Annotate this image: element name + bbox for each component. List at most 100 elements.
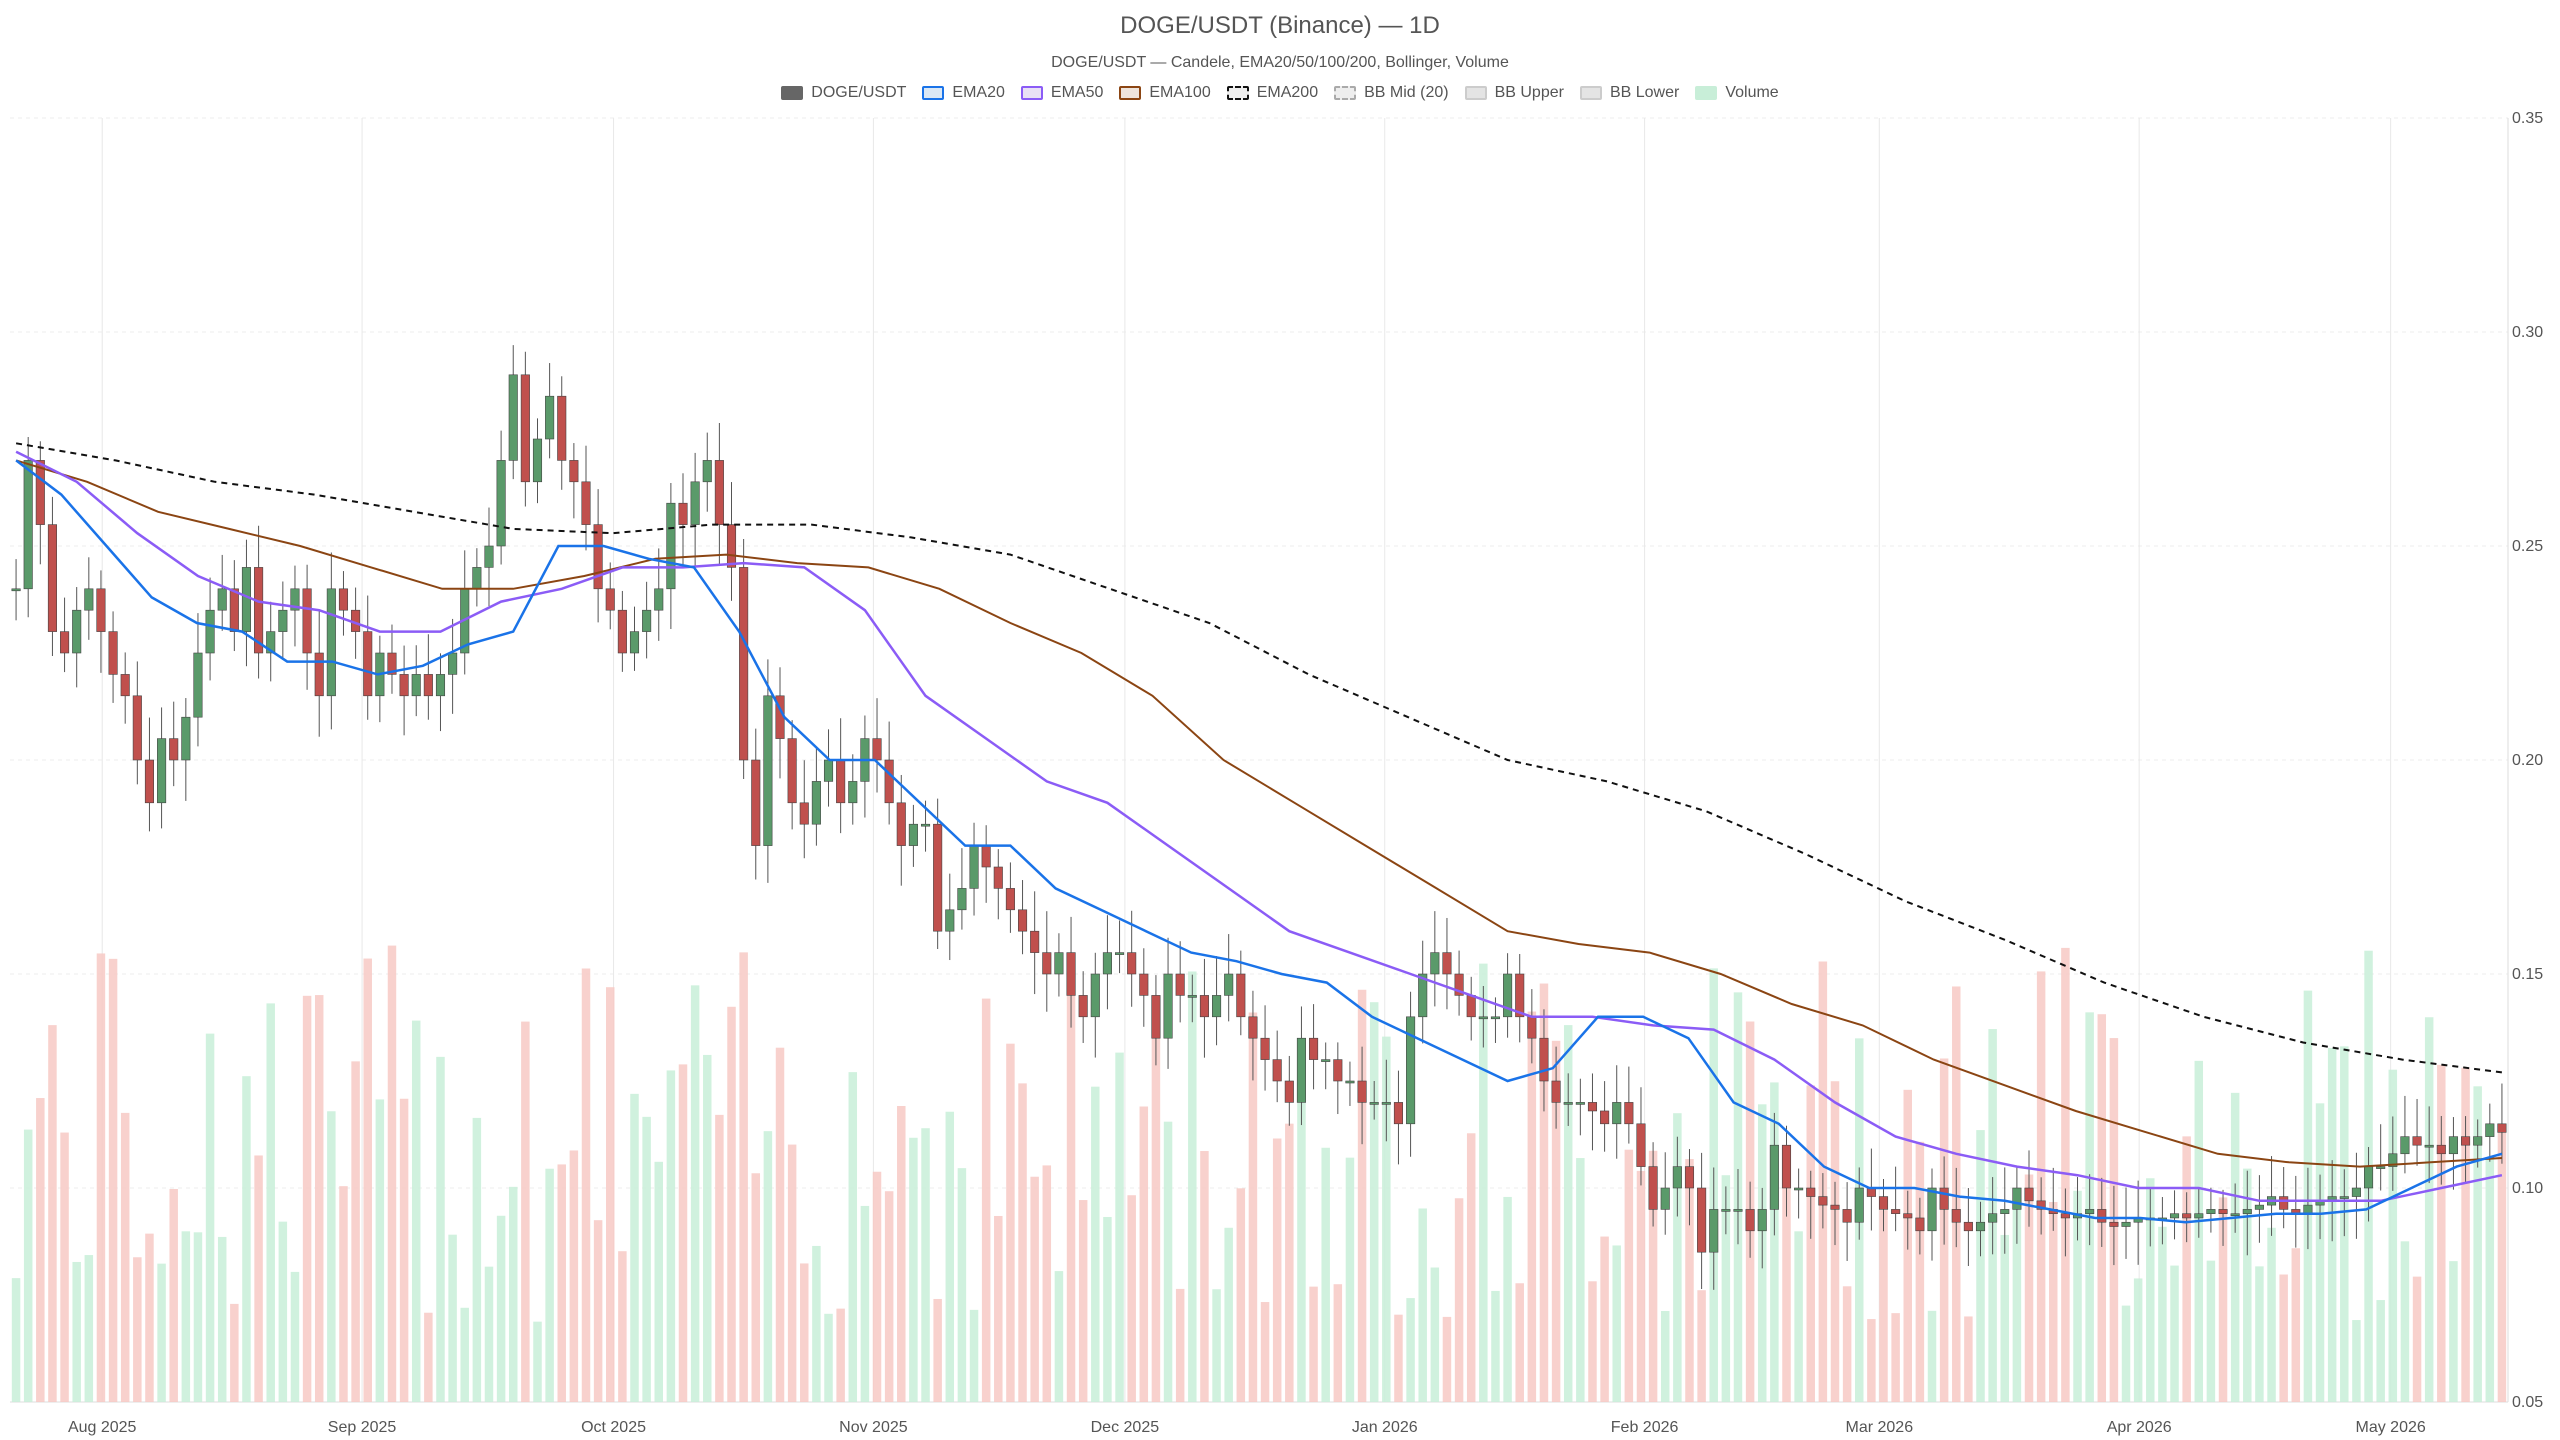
volume-bar (48, 1025, 57, 1402)
volume-bar (2146, 1178, 2155, 1402)
volume-bar (448, 1234, 457, 1402)
candle-body (1878, 1196, 1889, 1210)
candle-body (2412, 1136, 2422, 1146)
volume-bar (2061, 947, 2070, 1402)
volume-bar (1879, 1210, 1888, 1402)
candle-body (1199, 995, 1209, 1018)
volume-bar (521, 1021, 530, 1402)
candle-body (1600, 1110, 1610, 1125)
legend-item-5[interactable]: BB Mid (20) (1334, 84, 1449, 102)
volume-bar (812, 1245, 821, 1402)
candle-body (1903, 1213, 1913, 1219)
y-tick-label: 0.20 (2512, 752, 2543, 769)
volume-bar (2133, 1278, 2143, 1402)
candle-body (2254, 1204, 2264, 1210)
candle-body (2182, 1213, 2192, 1219)
candle-body (1454, 973, 1464, 996)
volume-bar (1103, 1216, 1112, 1402)
volume-bar (411, 1020, 421, 1402)
volume-bar (314, 995, 324, 1402)
volume-bar (2182, 1136, 2191, 1402)
candle-body (1757, 1209, 1767, 1232)
candle-body (1030, 930, 1040, 953)
candle-body (2218, 1209, 2228, 1214)
volume-bar (1527, 1011, 1537, 1402)
volume-bar (2218, 1197, 2228, 1402)
volume-bar (1794, 1231, 1803, 1402)
volume-bar (897, 1106, 906, 1402)
candle-body (1975, 1221, 1986, 1232)
candle-body (120, 674, 130, 697)
candle-body (957, 888, 967, 911)
candle-body (1224, 973, 1234, 996)
x-tick-label: Dec 2025 (1091, 1419, 1160, 1436)
volume-bar (1806, 1085, 1815, 1402)
candle-body (896, 802, 906, 846)
candle-body (278, 609, 288, 632)
legend-label: Volume (1725, 84, 1779, 101)
candle-body (1212, 995, 1222, 1018)
candle-body (2242, 1209, 2252, 1214)
volume-bar (1624, 1149, 1634, 1402)
volume-bar (363, 958, 372, 1402)
candle-body (726, 524, 737, 568)
candle-body (1478, 1016, 1488, 1020)
chart-subtitle: DOGE/USDT — Candele, EMA20/50/100/200, B… (1051, 54, 1509, 71)
volume-bar (1054, 1271, 1064, 1402)
candle-body (945, 909, 955, 932)
candle-body (290, 588, 300, 611)
candle-body (1745, 1209, 1755, 1232)
volume-bar (1697, 1290, 1706, 1402)
candle-body (1563, 1102, 1573, 1105)
legend-item-3[interactable]: EMA100 (1119, 84, 1211, 102)
candle-body (1818, 1196, 1828, 1206)
candle-body (399, 674, 409, 697)
volume-bar (254, 1155, 263, 1402)
volume-bar (642, 1116, 651, 1402)
volume-bar (2352, 1320, 2361, 1402)
candle-body (1624, 1102, 1634, 1125)
volume-bar (763, 1131, 773, 1402)
legend-item-2[interactable]: EMA50 (1020, 84, 1103, 102)
legend-item-7[interactable]: BB Lower (1579, 84, 1679, 102)
legend-label: DOGE/USDT (811, 84, 907, 101)
volume-bar (739, 952, 748, 1402)
candle-body (1781, 1144, 1792, 1189)
legend-swatch (1119, 86, 1142, 100)
candle-body (823, 759, 834, 782)
volume-bar (1867, 1319, 1876, 1402)
legend-item-0[interactable]: DOGE/USDT (781, 84, 906, 102)
volume-bar (800, 1263, 809, 1402)
volume-bar (1406, 1298, 1415, 1402)
candle-body (1248, 1016, 1258, 1039)
volume-bar (1285, 1123, 1294, 1402)
volume-bar (957, 1168, 967, 1402)
candle-body (1066, 952, 1076, 996)
candle-body (1333, 1059, 1343, 1082)
volume-bar (1430, 1267, 1440, 1402)
volume-bar (872, 1171, 882, 1402)
volume-bar (981, 998, 991, 1402)
legend-item-1[interactable]: EMA20 (922, 84, 1005, 102)
candle-body (326, 588, 336, 697)
volume-bar (375, 1099, 385, 1402)
candle-body (763, 695, 773, 846)
volume-bar (1066, 955, 1076, 1402)
candle-body (1272, 1059, 1282, 1082)
candle-body (1151, 995, 1161, 1039)
volume-bar (1842, 1286, 1852, 1402)
candle-body (229, 588, 239, 632)
candle-body (144, 759, 154, 804)
volume-bar (1369, 1002, 1379, 1402)
volume-bar (1151, 1008, 1161, 1402)
volume-bar (678, 1064, 688, 1402)
legend-item-8[interactable]: Volume (1695, 84, 1779, 102)
volume-bar (327, 1111, 336, 1402)
volume-bar (1333, 1284, 1343, 1402)
candle-body (2424, 1144, 2434, 1148)
legend-item-6[interactable]: BB Upper (1464, 84, 1564, 102)
legend-item-4[interactable]: EMA200 (1226, 84, 1318, 102)
volume-bar (242, 1076, 251, 1402)
legend-swatch (1695, 86, 1718, 100)
candle-body (1503, 973, 1513, 1018)
